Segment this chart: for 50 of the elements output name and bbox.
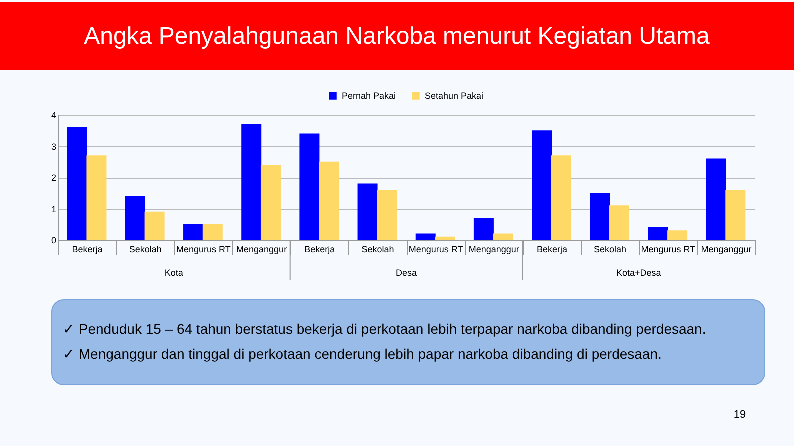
chart-title: Angka Penyalahgunaan Narkoba menurut Kegiatan Utama [84, 23, 711, 50]
x-tick-label: Sekolah [362, 244, 394, 254]
x-tick-label: Sekolah [594, 244, 627, 254]
x-tick-label: Mengurus RT [408, 244, 464, 254]
bar [416, 234, 436, 240]
bar [668, 230, 688, 240]
bar [435, 236, 456, 240]
x-tick-label: Mengurus RT [176, 244, 232, 254]
bar [551, 156, 572, 240]
legend-label: Pernah Pakai [342, 91, 396, 101]
x-tick-label: Menganggur [468, 244, 520, 254]
x-tick-label: Bekerja [536, 244, 568, 254]
legend-label: Setahun Pakai [425, 91, 484, 101]
y-tick-label: 0 [51, 236, 56, 246]
y-tick-label: 3 [51, 142, 56, 152]
bar [590, 193, 610, 240]
y-tick-label: 2 [51, 173, 56, 183]
bar [358, 184, 378, 240]
y-tick-label: 1 [51, 204, 56, 214]
bar [706, 158, 726, 240]
x-tick-label: Menganggur [236, 244, 288, 254]
bar [242, 124, 262, 240]
text: 19 [734, 409, 746, 421]
bar [609, 206, 630, 240]
bar [300, 134, 320, 240]
y-tick-label: 4 [51, 110, 56, 120]
x-tick-label: Mengurus RT [641, 244, 696, 254]
bar [648, 228, 668, 240]
text: Desa [396, 268, 418, 278]
text: ✓ Menganggur dan tinggal di perkotaan cenderung lebih papar narkoba dibanding di perdesaan. [63, 346, 662, 362]
bar [726, 190, 746, 240]
x-tick-label: Menganggur [701, 244, 752, 254]
bar [144, 212, 165, 240]
bar [532, 130, 552, 240]
bar [125, 196, 146, 240]
bar [67, 128, 88, 240]
bar [319, 162, 340, 240]
x-tick-label: Sekolah [129, 244, 162, 254]
x-tick-label: Bekerja [304, 244, 336, 254]
bar [184, 224, 204, 240]
text: Kota+Desa [616, 268, 662, 278]
bar [377, 190, 398, 240]
x-tick-label: Bekerja [72, 244, 103, 254]
bar [493, 234, 514, 240]
text: Kota [164, 268, 184, 278]
bar [202, 224, 223, 240]
bar [260, 165, 281, 240]
text: ✓ Penduduk 15 – 64 tahun berstatus bekerja di perkotaan lebih terpapar narkoba dibanding perdesaan. [63, 321, 706, 337]
bar [474, 218, 494, 240]
bar [86, 156, 107, 240]
